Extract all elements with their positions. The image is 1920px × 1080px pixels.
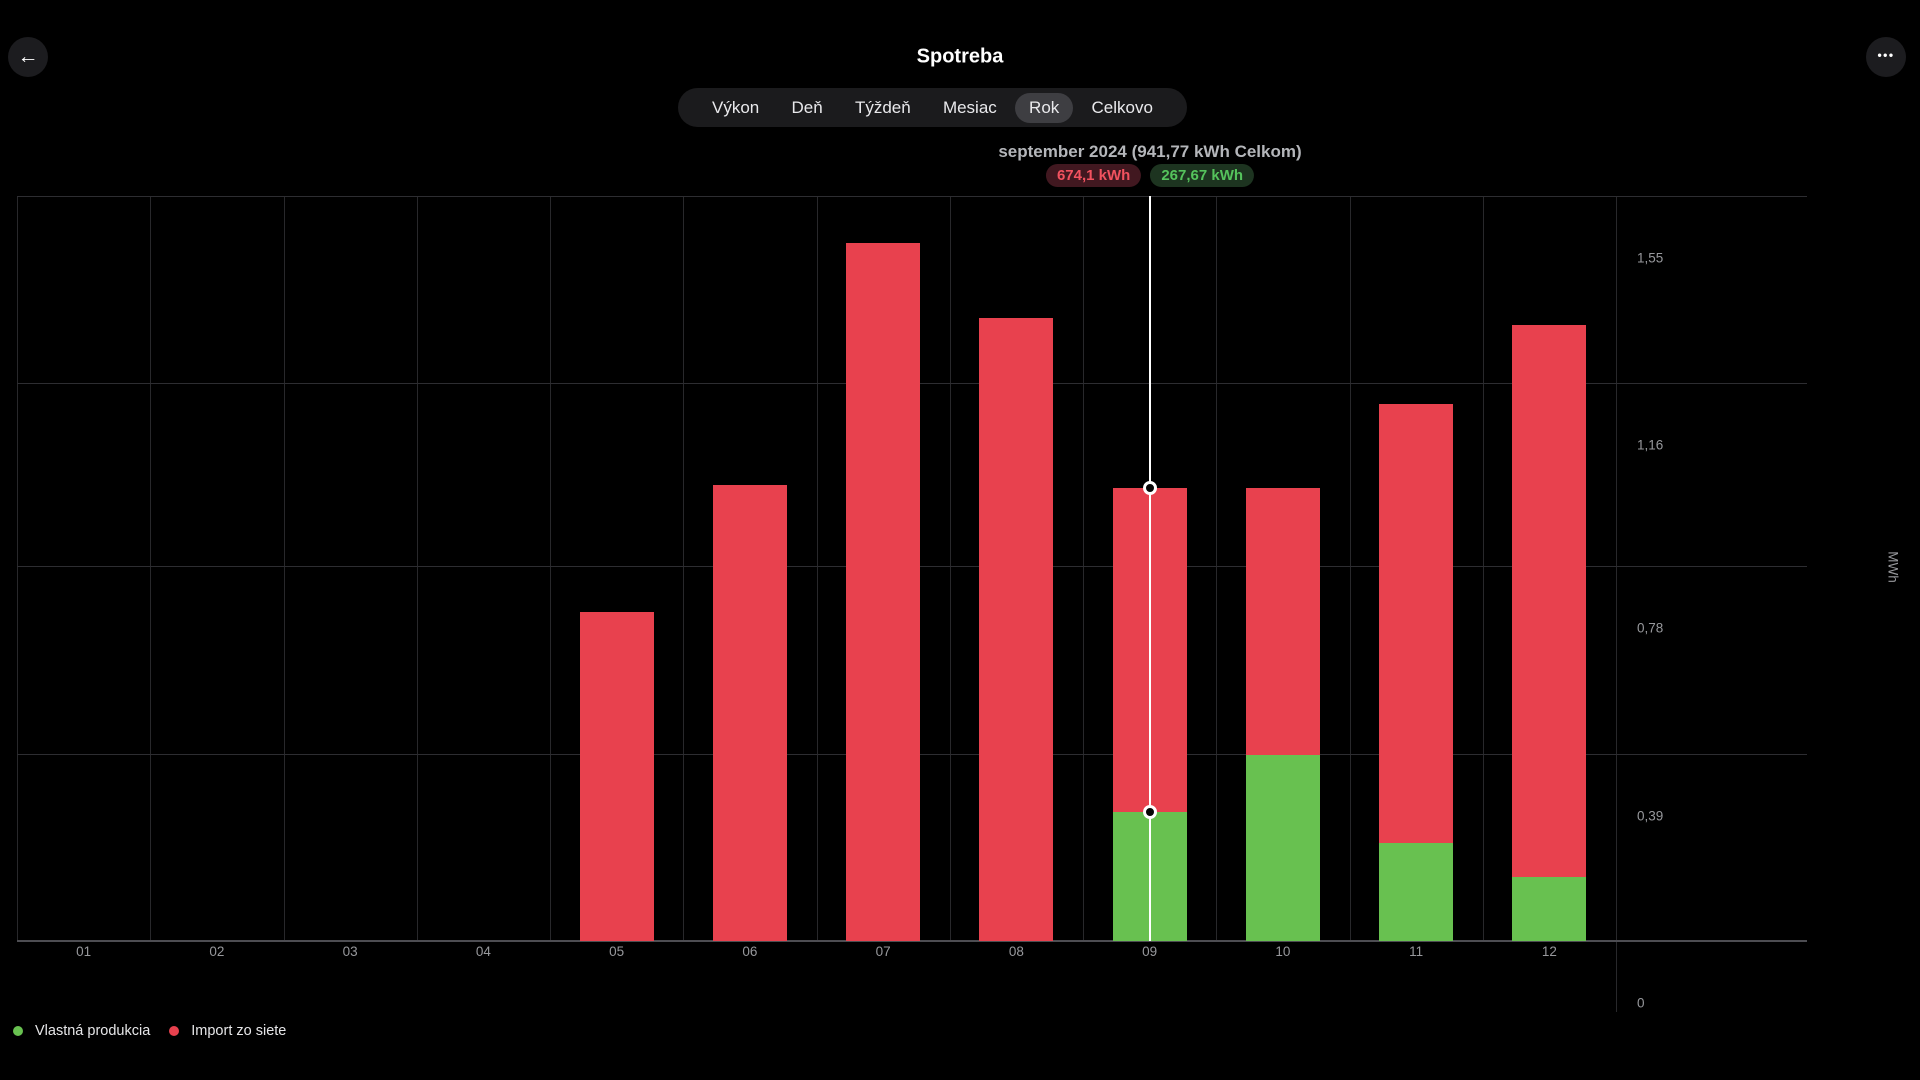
vertical-gridline xyxy=(416,196,418,941)
vertical-gridline xyxy=(683,196,685,941)
bar-segment-grid-import[interactable] xyxy=(1245,488,1320,755)
bar-segment-grid-import[interactable] xyxy=(979,318,1054,941)
x-axis-tick-label: 08 xyxy=(1008,944,1024,959)
vertical-gridline xyxy=(949,196,951,941)
bar-segment-grid-import[interactable] xyxy=(579,612,654,941)
y-axis-unit-label: MWh xyxy=(1885,551,1901,583)
selected-period-badges: 674,1 kWh 267,67 kWh xyxy=(1045,164,1255,187)
legend-item: Vlastná produkcia xyxy=(13,1023,150,1039)
vertical-gridline xyxy=(816,196,818,941)
vertical-gridline xyxy=(17,196,18,941)
vertical-gridline xyxy=(1083,196,1084,941)
selection-line xyxy=(1148,196,1151,941)
legend-dot-icon xyxy=(13,1026,23,1036)
vertical-gridline xyxy=(1216,196,1218,941)
legend-label: Import zo siete xyxy=(191,1023,287,1039)
x-axis-tick-label: 01 xyxy=(76,944,92,959)
back-arrow-icon: ← xyxy=(17,45,39,68)
selected-month-production-badge: 267,67 kWh xyxy=(1150,164,1255,187)
ellipsis-icon: ••• xyxy=(1877,48,1895,62)
tab-mesiac[interactable]: Mesiac xyxy=(942,97,997,117)
vertical-gridline xyxy=(1482,196,1484,941)
x-axis-tick-label: 11 xyxy=(1409,944,1424,959)
x-axis-tick-label: 12 xyxy=(1541,944,1557,959)
vertical-gridline xyxy=(550,196,551,941)
y-axis-tick-label: 0 xyxy=(1637,995,1645,1011)
selected-month-import-badge: 674,1 kWh xyxy=(1045,164,1142,187)
x-axis-tick-label: 03 xyxy=(342,944,358,959)
horizontal-gridline xyxy=(17,196,1807,197)
x-axis-line xyxy=(17,940,1807,942)
selection-marker-icon xyxy=(1142,481,1157,496)
legend-dot-icon xyxy=(169,1026,180,1036)
time-range-tabbar: Výkon Deň Týždeň Mesiac Rok Celkovo xyxy=(678,88,1187,127)
bar-segment-grid-import[interactable] xyxy=(1379,403,1454,843)
bar-segment-grid-import[interactable] xyxy=(1512,324,1587,878)
x-axis-tick-label: 07 xyxy=(875,944,891,959)
bar-segment-own-production[interactable] xyxy=(1379,842,1454,941)
vertical-gridline xyxy=(1616,196,1617,1012)
tab-den[interactable]: Deň xyxy=(791,97,823,117)
y-axis-tick-label: 0,78 xyxy=(1637,620,1664,636)
tab-vykon[interactable]: Výkon xyxy=(712,97,760,117)
bar-segment-own-production[interactable] xyxy=(1512,877,1587,941)
x-axis-tick-label: 02 xyxy=(209,944,225,959)
y-axis-tick-label: 0,39 xyxy=(1637,808,1664,824)
bar-segment-grid-import[interactable] xyxy=(712,484,787,941)
bar-segment-grid-import[interactable] xyxy=(846,243,921,941)
vertical-gridline xyxy=(283,196,285,941)
tab-celkovo[interactable]: Celkovo xyxy=(1091,97,1153,117)
chart-legend: Vlastná produkcia Import zo siete xyxy=(13,1023,286,1039)
bar-segment-own-production[interactable] xyxy=(1245,754,1320,941)
tab-tyzden[interactable]: Týždeň xyxy=(854,97,911,117)
selection-marker-icon xyxy=(1142,805,1157,820)
y-axis-tick-label: 1,55 xyxy=(1637,250,1664,266)
legend-label: Vlastná produkcia xyxy=(35,1023,151,1039)
back-button[interactable]: ← xyxy=(8,37,48,77)
x-axis-tick-label: 06 xyxy=(742,944,758,959)
x-axis-tick-label: 05 xyxy=(609,944,625,959)
y-axis-tick-label: 1,16 xyxy=(1637,437,1664,453)
tab-rok[interactable]: Rok xyxy=(1015,92,1074,123)
x-axis-tick-label: 04 xyxy=(475,944,491,959)
x-axis-tick-label: 10 xyxy=(1275,944,1291,959)
vertical-gridline xyxy=(150,196,152,941)
x-axis-tick-label: 09 xyxy=(1142,944,1158,959)
page-title: Spotreba xyxy=(916,45,1004,68)
vertical-gridline xyxy=(1349,196,1351,941)
legend-item: Import zo siete xyxy=(169,1023,286,1039)
selected-period-summary: september 2024 (941,77 kWh Celkom) xyxy=(998,142,1302,161)
more-options-button[interactable]: ••• xyxy=(1866,37,1906,77)
